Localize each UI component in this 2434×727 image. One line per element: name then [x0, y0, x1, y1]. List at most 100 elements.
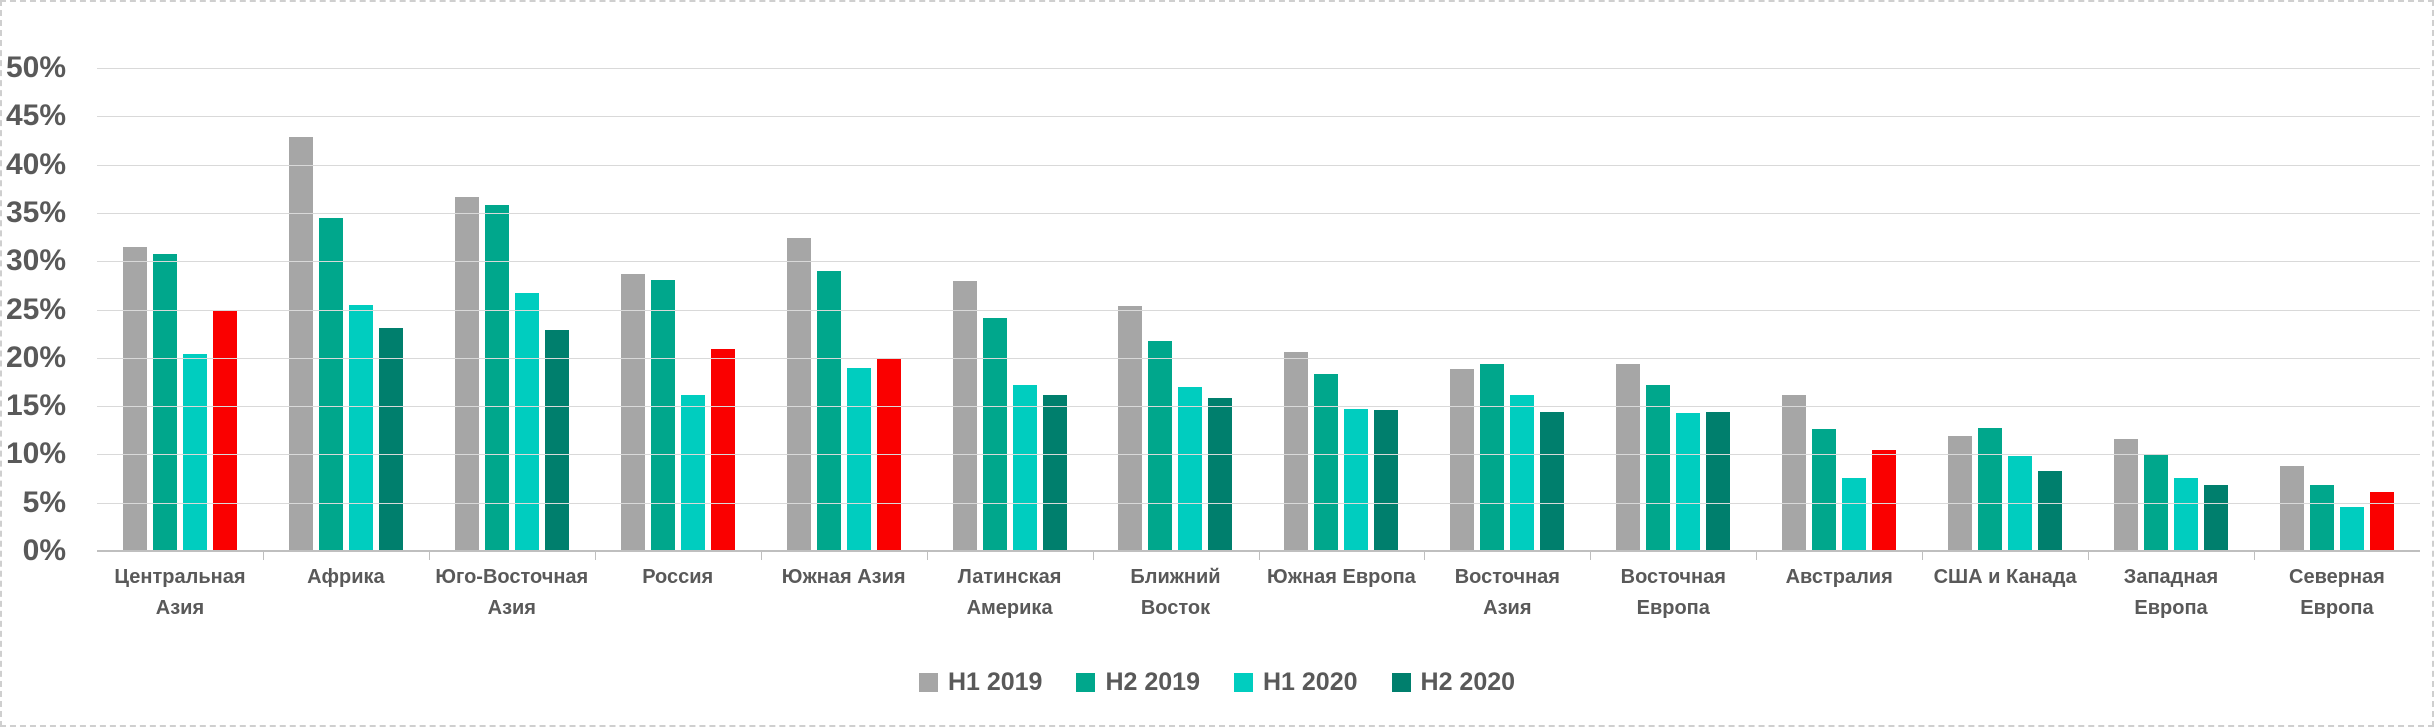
bar-h1-2019[interactable]	[620, 273, 645, 551]
bar-h1-2020[interactable]	[348, 304, 373, 551]
bar-h1-2019[interactable]	[1284, 352, 1309, 551]
bar-h2-2020[interactable]	[2204, 485, 2229, 551]
bar-group-1	[97, 68, 263, 551]
gridline-40	[97, 164, 2420, 166]
bar-h2-2020[interactable]	[1374, 409, 1399, 551]
legend-item-h2-2019[interactable]: H2 2019	[1076, 670, 1200, 695]
y-tick-label: 40%	[5, 147, 66, 181]
bar-h2-2020[interactable]	[1540, 411, 1565, 551]
category-label: Северная Европа	[2289, 566, 2385, 619]
gridline-25	[97, 309, 2420, 311]
bar-h2-2019[interactable]	[1148, 341, 1173, 551]
bar-group-2	[263, 68, 429, 551]
bar-h2-2019[interactable]	[1480, 363, 1505, 551]
category-tick	[760, 551, 762, 560]
legend-swatch-icon	[918, 673, 938, 692]
bar-h2-2019[interactable]	[650, 279, 675, 551]
bar-h1-2020[interactable]	[1842, 477, 1867, 551]
gridline-10	[97, 454, 2420, 456]
category-label: Африка	[307, 566, 385, 588]
category-label: Восточная Азия	[1454, 566, 1560, 619]
bar-h1-2019[interactable]	[122, 246, 147, 551]
bar-h1-2020[interactable]	[846, 368, 871, 551]
category-label: Западная Европа	[2123, 566, 2219, 619]
bar-h2-2020[interactable]	[2038, 470, 2063, 551]
bar-group-3	[429, 68, 595, 551]
category-tick	[926, 551, 928, 560]
legend-item-h1-2019[interactable]: H1 2019	[918, 668, 1043, 696]
category-label: Южная Азия	[781, 566, 906, 588]
bar-h1-2020[interactable]	[2339, 506, 2364, 551]
bar-h1-2019[interactable]	[786, 238, 811, 551]
bar-h2-2019[interactable]	[1812, 429, 1837, 551]
bar-h1-2020[interactable]	[514, 293, 539, 551]
bar-h2-2020-highlighted[interactable]	[710, 349, 735, 551]
bar-h1-2019[interactable]	[2279, 466, 2304, 551]
bar-h1-2020[interactable]	[1178, 386, 1203, 551]
y-tick-label: 30%	[5, 244, 66, 278]
bar-h2-2019[interactable]	[816, 270, 841, 551]
bar-h2-2019[interactable]	[1978, 428, 2003, 551]
gridline-45	[97, 116, 2420, 118]
y-tick-label: 50%	[5, 51, 66, 84]
category-label: Россия	[642, 566, 714, 588]
legend-label: H1 2019	[947, 668, 1043, 696]
category-axis-labels: Центральная Азия Африка Юго-Восточная Азия…	[97, 562, 2420, 624]
bar-group-14	[2254, 68, 2420, 551]
bar-h2-2020-highlighted[interactable]	[1872, 449, 1897, 551]
bar-h2-2020[interactable]	[1706, 411, 1731, 551]
bar-h2-2020[interactable]	[378, 327, 403, 551]
y-tick-label: 10%	[5, 437, 66, 471]
bar-h1-2020[interactable]	[1676, 412, 1701, 551]
bar-h2-2019[interactable]	[318, 217, 343, 551]
bar-group-8	[1258, 68, 1424, 551]
bar-h1-2020[interactable]	[1012, 384, 1037, 551]
category-tick	[1258, 551, 1260, 560]
bar-h1-2019[interactable]	[1782, 394, 1807, 551]
bar-h1-2020[interactable]	[2174, 477, 2199, 551]
category-tick	[1424, 551, 1426, 560]
category-label: Ближний Восток	[1130, 566, 1221, 619]
bar-h1-2020[interactable]	[1344, 409, 1369, 551]
y-tick-label: 5%	[22, 485, 66, 519]
bar-h2-2020[interactable]	[1208, 398, 1233, 551]
bar-h1-2019[interactable]	[1118, 305, 1143, 551]
legend-label: H1 2020	[1263, 668, 1358, 696]
bar-h1-2019[interactable]	[1616, 363, 1641, 551]
bar-h2-2020-highlighted[interactable]	[2369, 492, 2394, 551]
bar-h1-2019[interactable]	[1948, 436, 1973, 551]
y-tick-label: 20%	[5, 340, 66, 374]
category-tick	[1590, 551, 1592, 560]
bar-h2-2020[interactable]	[1042, 394, 1067, 551]
category-label: Юго-Восточная Азия	[435, 566, 589, 619]
bar-h1-2019[interactable]	[952, 280, 977, 551]
category-tick	[2254, 551, 2256, 560]
legend-label: H2 2019	[1105, 668, 1200, 696]
bar-h2-2020-highlighted[interactable]	[212, 309, 237, 551]
bar-h2-2019[interactable]	[152, 254, 177, 551]
bar-h2-2019[interactable]	[1314, 374, 1339, 551]
bar-h1-2020[interactable]	[182, 353, 207, 551]
bar-h1-2020[interactable]	[680, 394, 705, 551]
bar-h1-2019[interactable]	[2114, 438, 2139, 551]
bar-h2-2019[interactable]	[2309, 485, 2334, 551]
legend-swatch-icon	[1234, 673, 1253, 692]
y-tick-label: 45%	[5, 99, 66, 133]
bar-h2-2019[interactable]	[982, 318, 1007, 551]
category-tick	[1756, 551, 1758, 560]
bar-h2-2020[interactable]	[544, 329, 569, 551]
legend-item-h1-2020[interactable]: H1 2020	[1234, 670, 1358, 695]
category-tick	[2088, 551, 2090, 560]
bar-h1-2019[interactable]	[454, 197, 479, 551]
bar-h2-2019[interactable]	[484, 205, 509, 551]
category-tick	[594, 551, 596, 560]
legend-item-h2-2020[interactable]: H2 2020	[1391, 670, 1515, 695]
bar-group-4	[595, 68, 761, 551]
bar-h2-2019[interactable]	[1646, 384, 1671, 551]
bar-h1-2019[interactable]	[1450, 369, 1475, 551]
plot-area	[97, 68, 2420, 560]
category-tick	[1092, 551, 1094, 560]
bar-h1-2020[interactable]	[1510, 395, 1535, 551]
bar-h1-2019[interactable]	[288, 136, 313, 551]
